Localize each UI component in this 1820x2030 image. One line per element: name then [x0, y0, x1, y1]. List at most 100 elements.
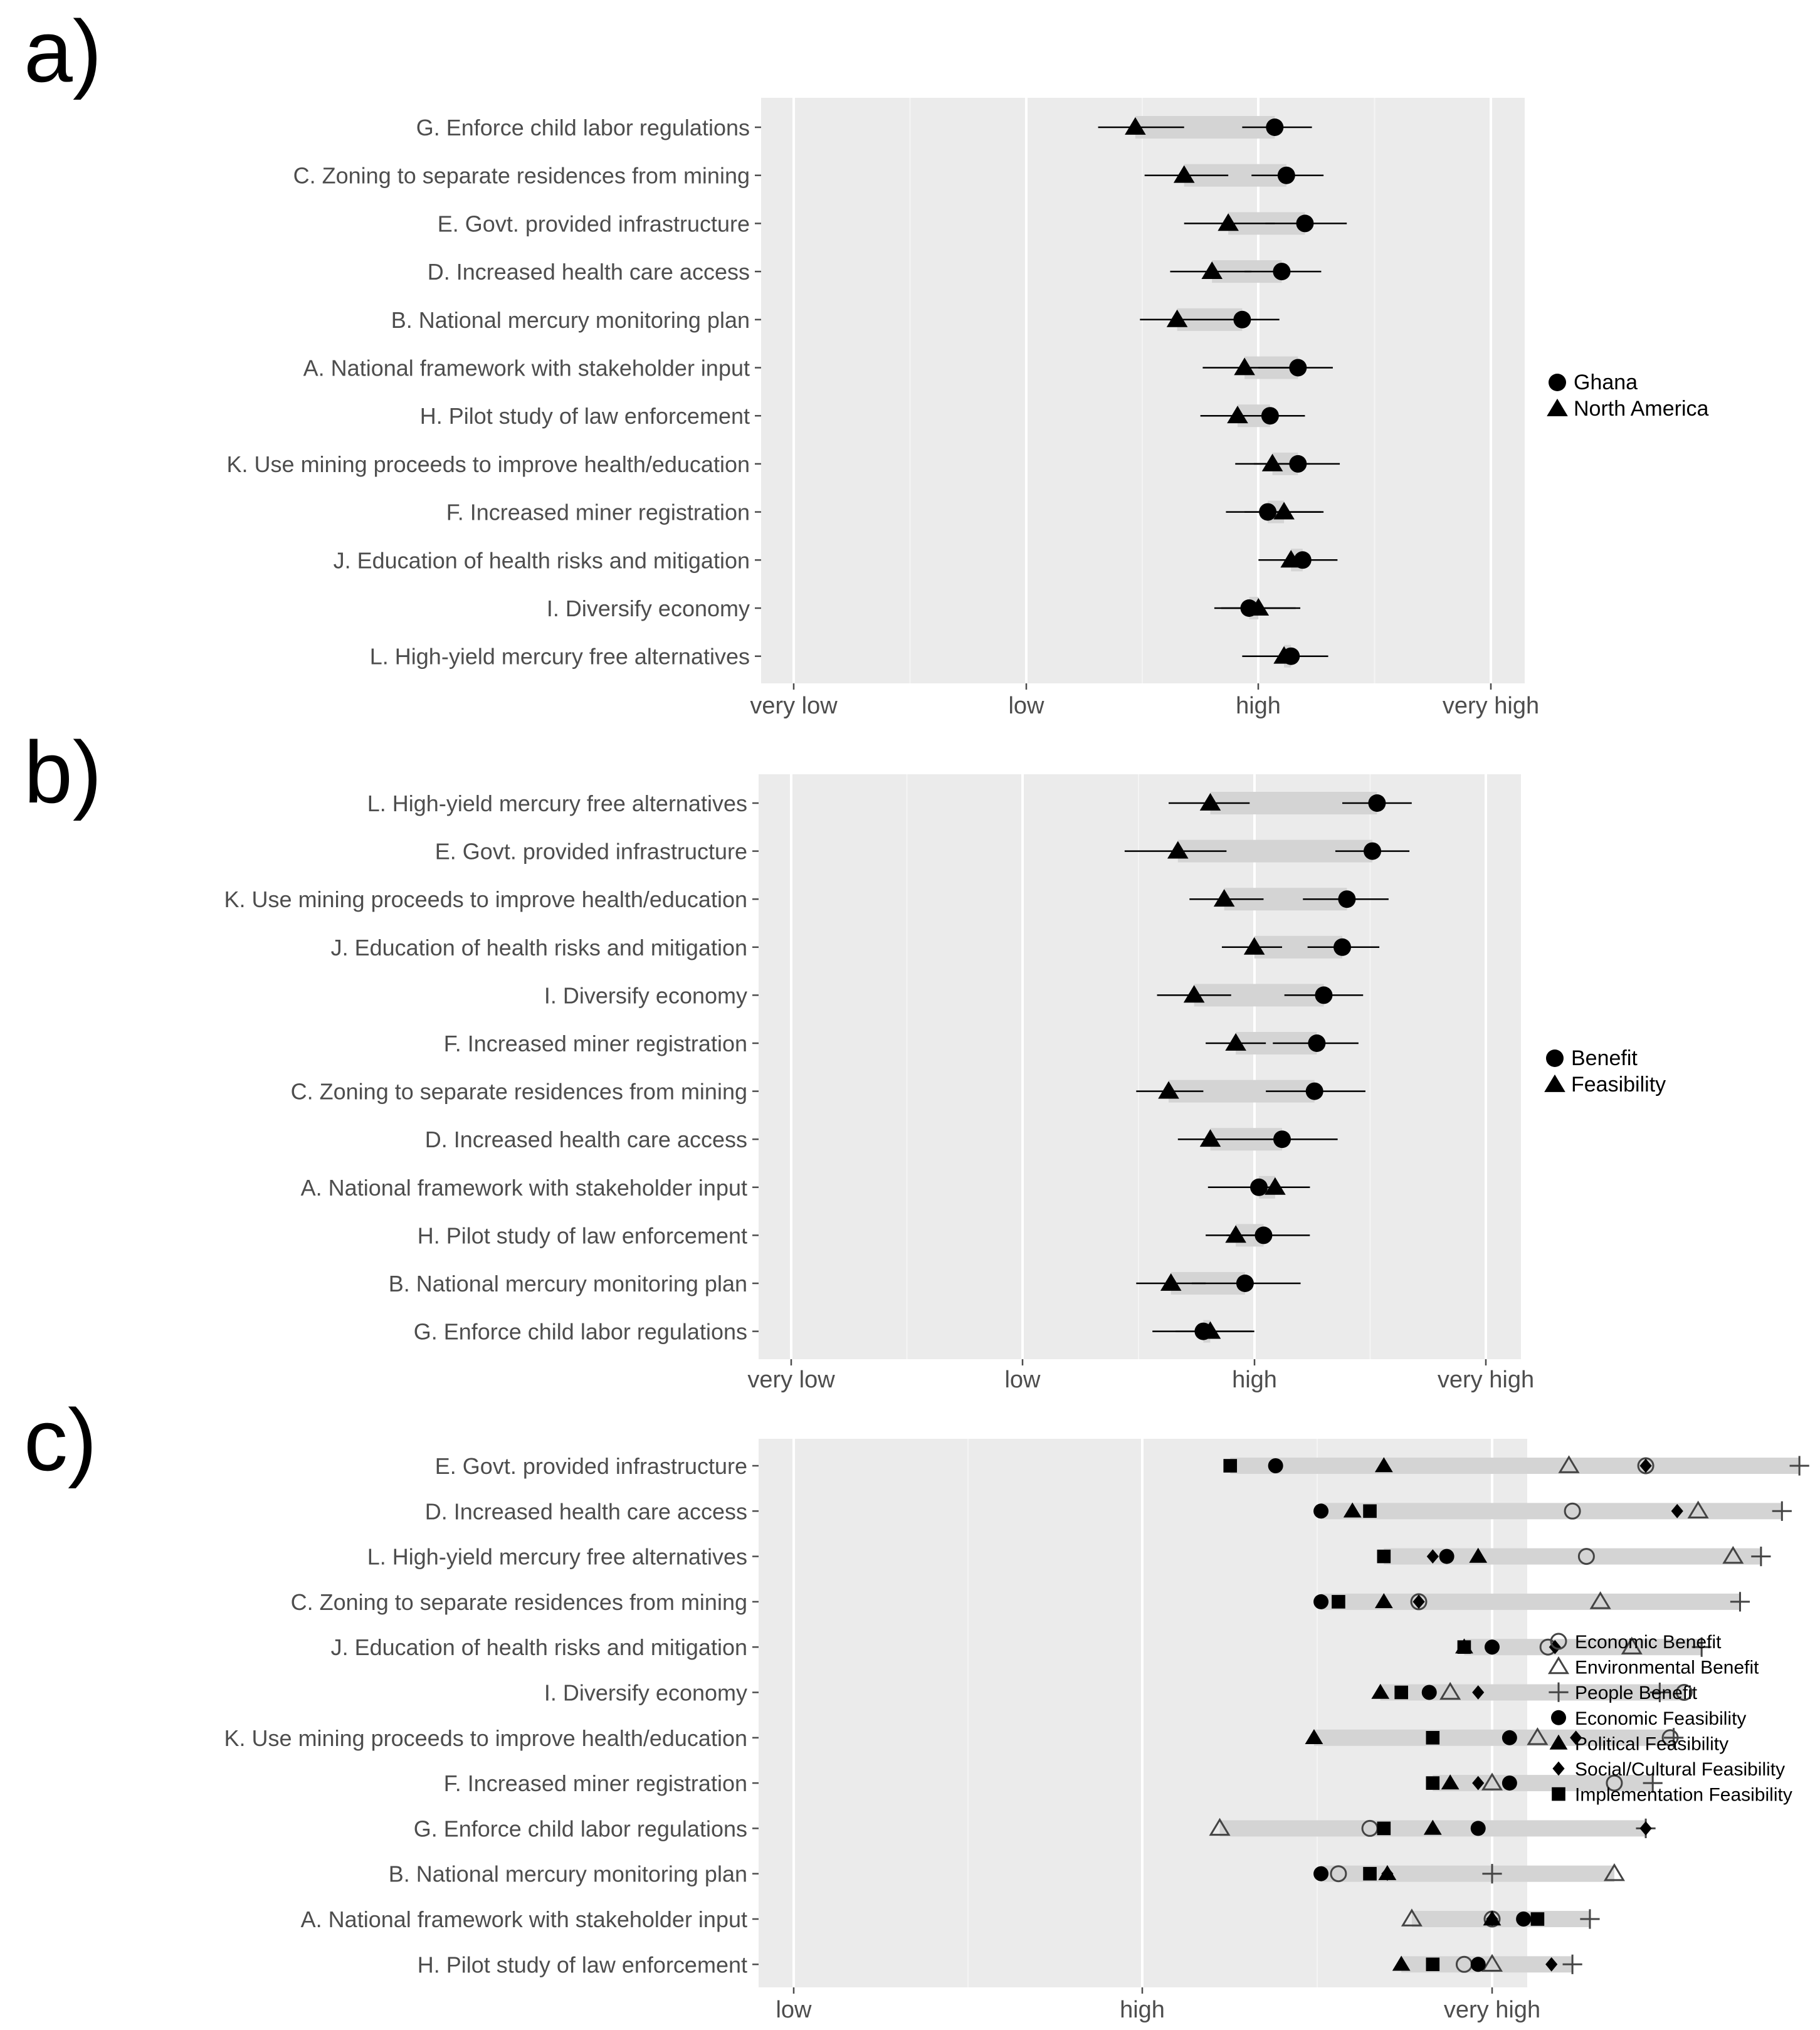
panel-b-point-feasibility — [1167, 841, 1189, 859]
panel-c-row-b-national-mercury-monitoring-plan: B. National mercury monitoring plan — [389, 1861, 1625, 1887]
legend-label: Feasibility — [1571, 1073, 1666, 1097]
legend-key-feasibility — [1544, 1074, 1565, 1092]
panel-c-legend-item-environmental-benefit: Environmental Benefit — [1547, 1656, 1759, 1678]
panel-c-point-people-benefit — [1482, 1864, 1502, 1884]
panel-c-point-social-cultural-feasibility — [1412, 1594, 1425, 1609]
panel-a-row-l-high-yield-mercury-free-alternatives: L. High-yield mercury free alternatives — [370, 644, 1328, 670]
panel-a-point-ghana — [1273, 263, 1291, 281]
panel-a-x-tick-label-high: high — [1236, 693, 1281, 719]
panel-b-row-f-increased-miner-registration: F. Increased miner registration — [444, 1031, 1359, 1056]
panel-c-point-environmental-benefit — [1481, 1772, 1503, 1791]
panel-c-legend-item-political-feasibility: Political Feasibility — [1549, 1733, 1728, 1754]
panel-c-row-k-use-mining-proceeds-to-improve-health-education: K. Use mining proceeds to improve health… — [224, 1725, 1684, 1751]
panel-c-range-bar — [1321, 1503, 1782, 1520]
panel-b-category-label: C. Zoning to separate residences from mi… — [291, 1079, 747, 1105]
panel-c-point-social-cultural-feasibility — [1545, 1957, 1558, 1972]
panel-c-row-f-increased-miner-registration: F. Increased miner registration — [444, 1770, 1663, 1796]
panel-c-point-economic-benefit — [1637, 1457, 1654, 1475]
panel-a-point-north-america — [1273, 502, 1295, 520]
legend-label: Ghana — [1574, 371, 1638, 394]
panel-b-row-d-increased-health-care-access: D. Increased health care access — [425, 1127, 1338, 1152]
panel-c-point-environmental-benefit — [1481, 1954, 1503, 1972]
panel-b-legend-item-benefit: Benefit — [1546, 1046, 1638, 1070]
panel-b-point-feasibility — [1158, 1081, 1179, 1099]
panel-c-point-social-cultural-feasibility — [1426, 1549, 1439, 1564]
panel-c-x-tick-label-high: high — [1120, 1997, 1165, 2023]
panel-c-point-environmental-benefit — [1621, 1636, 1643, 1654]
legend-key-benefit — [1546, 1049, 1564, 1067]
panel-a-point-ghana — [1289, 359, 1307, 377]
panel-b-category-label: K. Use mining proceeds to improve health… — [224, 886, 747, 912]
panel-c-category-label: C. Zoning to separate residences from mi… — [291, 1589, 747, 1615]
panel-b-legend: Benefit Feasibility — [1544, 1046, 1666, 1097]
panel-c-row-l-high-yield-mercury-free-alternatives: L. High-yield mercury free alternatives — [367, 1544, 1771, 1570]
panel-b-point-benefit — [1364, 842, 1382, 860]
panel-b-point-feasibility — [1183, 985, 1205, 1003]
legend-key-political-feasibility — [1549, 1734, 1568, 1750]
panel-c-legend-item-implementation-feasibility: Implementation Feasibility — [1552, 1785, 1792, 1806]
panel-a-point-ghana — [1261, 407, 1279, 425]
panel-b-point-benefit — [1338, 890, 1356, 908]
panel-c-category-label: G. Enforce child labor regulations — [414, 1816, 747, 1841]
panel-c-category-label: B. National mercury monitoring plan — [389, 1861, 747, 1887]
panel-b-category-label: A. National framework with stakeholder i… — [301, 1175, 747, 1201]
panel-a-row-g-enforce-child-labor-regulations: G. Enforce child labor regulations — [416, 115, 1312, 140]
panel-b-row-i-diversify-economy: I. Diversify economy — [544, 982, 1364, 1008]
panel-a-row-c-zoning-to-separate-residences-from-mining: C. Zoning to separate residences from mi… — [293, 163, 1324, 189]
panel-c-category-label: L. High-yield mercury free alternatives — [367, 1544, 747, 1570]
panel-c-chart: E. Govt. provided infrastructure D. Incre… — [224, 1439, 1809, 2023]
panel-c-point-implementation-feasibility — [1457, 1640, 1471, 1654]
legend-key-environmental-benefit — [1547, 1656, 1570, 1675]
panel-b-point-feasibility — [1265, 1177, 1286, 1195]
panel-a-point-north-america — [1201, 261, 1223, 279]
panel-a-point-north-america — [1125, 117, 1146, 135]
panel-c-point-implementation-feasibility — [1377, 1821, 1391, 1836]
panel-b-point-feasibility — [1199, 1129, 1221, 1147]
panel-c-point-economic-benefit — [1675, 1684, 1693, 1701]
legend-key-north-america — [1547, 398, 1568, 416]
panel-a-row-j-education-of-health-risks-and-mitigation: J. Education of health risks and mitigat… — [334, 547, 1338, 573]
panel-c-point-implementation-feasibility — [1394, 1685, 1408, 1700]
panel-a-point-ghana — [1233, 310, 1251, 329]
panel-c-row-i-diversify-economy: I. Diversify economy — [544, 1680, 1693, 1706]
panel-c-point-people-benefit — [1691, 1637, 1712, 1657]
panel-b-point-benefit — [1236, 1275, 1254, 1292]
panel-c-category-label: A. National framework with stakeholder i… — [301, 1906, 747, 1932]
panel-c-point-implementation-feasibility — [1377, 1549, 1391, 1564]
panel-c-point-people-benefit — [1751, 1547, 1771, 1567]
panel-c-point-economic-benefit — [1330, 1865, 1347, 1883]
panel-a-point-ghana — [1259, 503, 1277, 521]
panel-c-category-label: F. Increased miner registration — [444, 1770, 747, 1796]
panel-a-row-a-national-framework-with-stakeholder-input: A. National framework with stakeholder i… — [303, 355, 1333, 381]
panel-c-point-economic-feasibility — [1470, 1957, 1486, 1972]
panel-c-point-people-benefit — [1562, 1954, 1582, 1974]
panel-c-row-j-education-of-health-risks-and-mitigation: J. Education of health risks and mitigat… — [331, 1634, 1712, 1660]
panel-c-point-political-feasibility — [1392, 1955, 1411, 1971]
panel-c-point-social-cultural-feasibility — [1472, 1685, 1485, 1700]
panel-a-category-label: B. National mercury monitoring plan — [391, 307, 750, 333]
panel-c-point-people-benefit — [1649, 1682, 1670, 1703]
panel-c-point-economic-feasibility — [1268, 1458, 1283, 1473]
panel-b-row-c-zoning-to-separate-residences-from-mining: C. Zoning to separate residences from mi… — [291, 1079, 1365, 1105]
panel-b-row-g-enforce-child-labor-regulations: G. Enforce child labor regulations — [414, 1319, 1255, 1345]
panel-a-point-ghana — [1277, 166, 1295, 184]
panel-c-legend-item-social-cultural-feasibility: Social/Cultural Feasibility — [1552, 1759, 1785, 1780]
panel-c-point-political-feasibility — [1441, 1774, 1460, 1790]
legend-key-ghana — [1549, 374, 1566, 391]
panel-a-point-north-america — [1173, 165, 1195, 183]
panel-b-label: b) — [24, 723, 102, 821]
panel-b-row-a-national-framework-with-stakeholder-input: A. National framework with stakeholder i… — [301, 1175, 1310, 1201]
panel-c-point-political-feasibility — [1343, 1502, 1362, 1518]
panel-b-point-benefit — [1368, 794, 1386, 812]
panel-c-point-political-feasibility — [1423, 1819, 1442, 1835]
panel-c-category-label: I. Diversify economy — [544, 1680, 747, 1706]
panel-c-point-social-cultural-feasibility — [1639, 1821, 1652, 1836]
panel-a-point-north-america — [1261, 453, 1283, 471]
panel-c-point-implementation-feasibility — [1426, 1776, 1440, 1790]
panel-b-point-feasibility — [1213, 889, 1235, 907]
panel-c-row-h-pilot-study-of-law-enforcement: H. Pilot study of law enforcement — [418, 1952, 1582, 1977]
panel-c-row-e-govt-provided-infrastructure: E. Govt. provided infrastructure — [435, 1453, 1809, 1479]
panel-c-x-tick-label-very-high: very high — [1444, 1997, 1540, 2023]
panel-c-point-political-feasibility — [1469, 1547, 1488, 1563]
